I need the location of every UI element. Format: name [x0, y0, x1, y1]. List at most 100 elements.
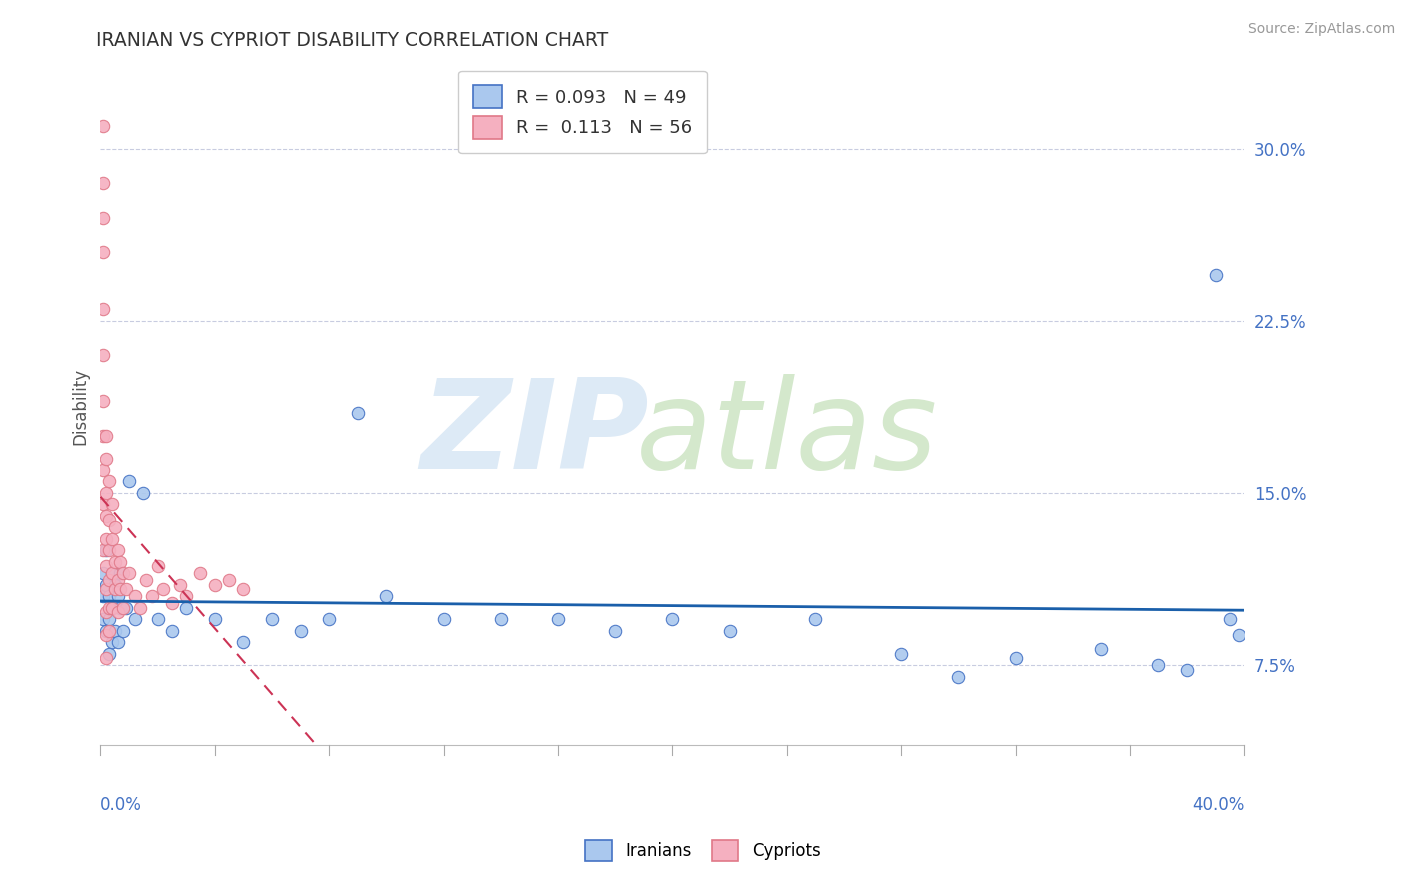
Point	[101, 566, 124, 581]
Point	[110, 582, 132, 597]
Point	[603, 624, 626, 638]
Point	[1219, 612, 1241, 626]
Point	[129, 600, 152, 615]
Point	[107, 605, 129, 619]
Point	[91, 245, 114, 260]
Point	[107, 589, 129, 603]
Point	[1205, 268, 1227, 282]
Point	[110, 600, 132, 615]
Point	[290, 624, 312, 638]
Point	[97, 647, 120, 661]
Point	[94, 651, 117, 665]
Point	[104, 578, 127, 592]
Point	[91, 612, 114, 626]
Point	[94, 605, 117, 619]
Point	[174, 589, 197, 603]
Point	[118, 475, 141, 489]
Point	[160, 624, 183, 638]
Point	[115, 600, 138, 615]
Point	[948, 669, 970, 683]
Legend: R = 0.093   N = 49, R =  0.113   N = 56: R = 0.093 N = 49, R = 0.113 N = 56	[458, 70, 707, 153]
Point	[115, 582, 138, 597]
Point	[204, 578, 226, 592]
Point	[190, 566, 212, 581]
Point	[107, 635, 129, 649]
Point	[107, 543, 129, 558]
Point	[91, 428, 114, 442]
Point	[94, 543, 117, 558]
Point	[101, 600, 124, 615]
Point	[110, 566, 132, 581]
Point	[97, 624, 120, 638]
Point	[97, 612, 120, 626]
Point	[1175, 663, 1198, 677]
Point	[104, 555, 127, 569]
Point	[218, 573, 240, 587]
Point	[124, 589, 146, 603]
Point	[110, 555, 132, 569]
Point	[91, 463, 114, 477]
Point	[152, 582, 174, 597]
Point	[112, 566, 135, 581]
Point	[101, 600, 124, 615]
Point	[101, 498, 124, 512]
Point	[94, 486, 117, 500]
Point	[97, 543, 120, 558]
Point	[94, 428, 117, 442]
Point	[260, 612, 283, 626]
Point	[91, 176, 114, 190]
Point	[91, 394, 114, 409]
Point	[232, 635, 254, 649]
Point	[91, 566, 114, 581]
Point	[94, 451, 117, 466]
Point	[160, 596, 183, 610]
Point	[112, 624, 135, 638]
Point	[91, 348, 114, 362]
Point	[146, 559, 169, 574]
Point	[94, 628, 117, 642]
Point	[94, 624, 117, 638]
Point	[169, 578, 191, 592]
Point	[101, 566, 124, 581]
Point	[97, 475, 120, 489]
Point	[489, 612, 512, 626]
Point	[146, 612, 169, 626]
Point	[124, 612, 146, 626]
Point	[547, 612, 569, 626]
Point	[91, 211, 114, 225]
Point	[890, 647, 912, 661]
Legend: Iranians, Cypriots: Iranians, Cypriots	[579, 833, 827, 868]
Point	[101, 532, 124, 546]
Text: IRANIAN VS CYPRIOT DISABILITY CORRELATION CHART: IRANIAN VS CYPRIOT DISABILITY CORRELATIO…	[96, 31, 607, 50]
Point	[135, 573, 157, 587]
Point	[94, 532, 117, 546]
Text: 40.0%: 40.0%	[1192, 796, 1244, 814]
Text: Source: ZipAtlas.com: Source: ZipAtlas.com	[1247, 22, 1395, 37]
Point	[107, 573, 129, 587]
Point	[97, 600, 120, 615]
Point	[91, 543, 114, 558]
Point	[91, 589, 114, 603]
Point	[1004, 651, 1026, 665]
Point	[661, 612, 683, 626]
Point	[104, 624, 127, 638]
Text: ZIP: ZIP	[420, 374, 650, 494]
Point	[94, 508, 117, 523]
Point	[141, 589, 163, 603]
Point	[104, 520, 127, 534]
Point	[112, 600, 135, 615]
Point	[318, 612, 340, 626]
Point	[91, 119, 114, 133]
Point	[232, 582, 254, 597]
Y-axis label: Disability: Disability	[72, 368, 89, 445]
Point	[91, 498, 114, 512]
Point	[432, 612, 454, 626]
Point	[132, 486, 155, 500]
Point	[97, 573, 120, 587]
Point	[101, 635, 124, 649]
Point	[91, 302, 114, 317]
Point	[718, 624, 741, 638]
Point	[375, 589, 398, 603]
Point	[346, 406, 368, 420]
Point	[94, 578, 117, 592]
